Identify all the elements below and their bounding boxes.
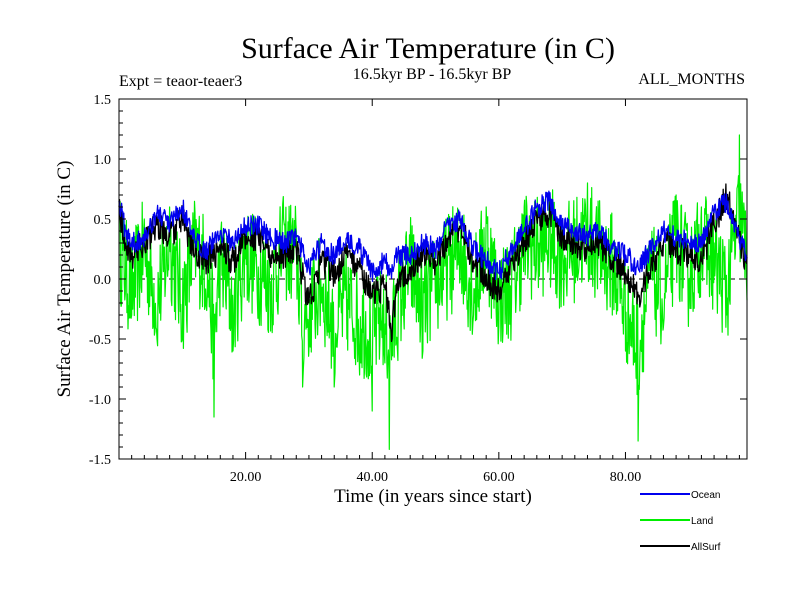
legend-label-land: Land (691, 516, 713, 527)
tick-layer: 20.00 40.00 60.00 80.00 -1.5 -1.0 -0.5 0.0 0.5 1.… (89, 93, 747, 485)
y-tick-label: 1.0 (94, 153, 112, 168)
y-tick-label: -0.5 (89, 333, 111, 348)
legend-label-ocean: Ocean (691, 490, 720, 501)
legend: Ocean Land AllSurf (640, 490, 721, 553)
series-ocean-line (118, 190, 748, 283)
series-land-line (118, 134, 748, 450)
x-tick-label: 40.00 (356, 470, 388, 485)
y-tick-label: -1.5 (89, 453, 111, 468)
data-layer (118, 134, 748, 450)
y-tick-label: -1.0 (89, 393, 111, 408)
x-tick-label: 20.00 (230, 470, 262, 485)
months-label: ALL_MONTHS (638, 71, 745, 88)
y-tick-label: 1.5 (94, 93, 112, 108)
series-allsurf-line (118, 183, 748, 343)
y-axis-label: Surface Air Temperature (in C) (54, 161, 75, 398)
x-tick-label: 80.00 (610, 470, 642, 485)
chart-title: Surface Air Temperature (in C) (241, 32, 615, 65)
x-tick-label: 60.00 (483, 470, 515, 485)
y-tick-label: 0.0 (94, 273, 112, 288)
x-axis-label: Time (in years since start) (334, 486, 532, 507)
period-label: 16.5kyr BP - 16.5kyr BP (353, 66, 512, 83)
y-tick-label: 0.5 (94, 213, 112, 228)
legend-label-allsurf: AllSurf (691, 542, 721, 553)
expt-label: Expt = teaor-teaer3 (119, 73, 242, 90)
